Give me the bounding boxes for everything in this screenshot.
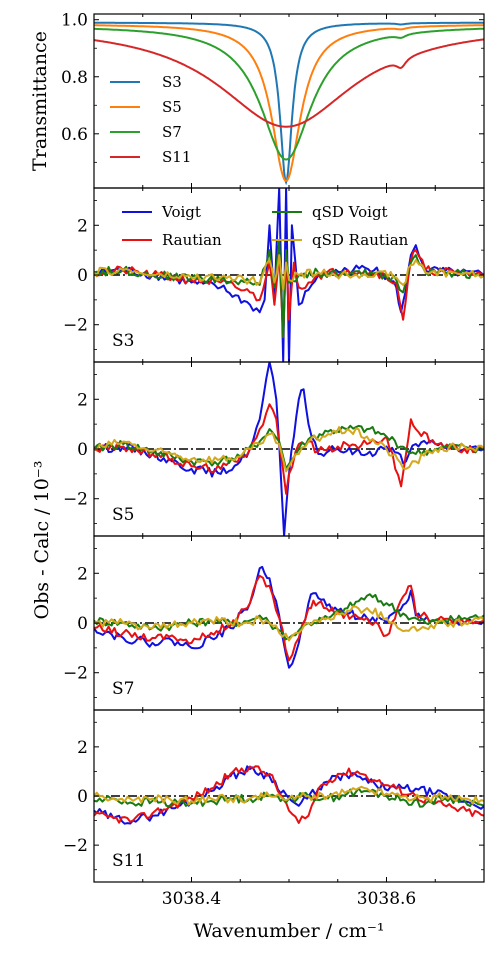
plot-area-4 xyxy=(94,765,484,825)
panel-S3: −2 0 2 S3 Voigt Rautian qSD Voigt qSD Rautian xyxy=(63,187,485,363)
ytick-label: −2 xyxy=(63,836,88,856)
panel-label-S5: S5 xyxy=(112,505,134,525)
x-axis-label: Wavenumber / cm⁻¹ xyxy=(194,920,385,942)
ytick-label: 1.0 xyxy=(61,11,88,31)
series-line-S5 xyxy=(94,24,484,183)
xtick-label: 3038.6 xyxy=(357,889,416,909)
legend-label-qSD-Voigt: qSD Voigt xyxy=(312,203,388,221)
ytick-label: −2 xyxy=(63,664,88,684)
panel-S7: −2 0 2 S7 xyxy=(63,535,485,711)
ytick-label: 0 xyxy=(77,440,88,460)
legend-label-Rautian: Rautian xyxy=(162,231,222,249)
series-line-qSD-Rautian xyxy=(94,254,484,291)
panel-label-S7: S7 xyxy=(112,679,134,699)
legend-label-S7: S7 xyxy=(162,123,182,141)
ytick-label: 2 xyxy=(77,738,88,758)
ytick-label: −2 xyxy=(63,490,88,510)
series-line-Voigt xyxy=(94,362,484,536)
series-line-qSD-Rautian xyxy=(94,785,484,806)
series-line-qSD-Rautian xyxy=(94,605,484,642)
panel-label-S3: S3 xyxy=(112,331,134,351)
series-line-S3 xyxy=(94,21,484,186)
plot-area-2 xyxy=(94,362,484,536)
series-line-Rautian xyxy=(94,765,484,824)
legend-label-qSD-Rautian: qSD Rautian xyxy=(312,231,409,249)
ytick-label: 2 xyxy=(77,216,88,236)
series-line-S11 xyxy=(94,38,484,128)
legend-label-S5: S5 xyxy=(162,98,182,116)
panel-label-S11: S11 xyxy=(112,851,145,871)
y-axis-label: Transmittance xyxy=(29,31,51,171)
ytick-label: 0 xyxy=(77,266,88,286)
ytick-label: 0.6 xyxy=(61,125,88,145)
series-line-Rautian xyxy=(94,574,484,662)
plot-area-3 xyxy=(94,565,484,669)
ytick-label: 2 xyxy=(77,564,88,584)
panel-S11: −2 0 2 3038.4 3038.6 Wavenumber / cm⁻¹ S11 xyxy=(63,709,485,942)
xtick-label: 3038.4 xyxy=(162,889,221,909)
plot-area-1 xyxy=(94,188,484,362)
ytick-label: 2 xyxy=(77,390,88,410)
panel-S5: −2 0 2 S5 xyxy=(63,361,485,537)
series-line-S7 xyxy=(94,27,484,161)
series-line-Voigt xyxy=(94,765,484,825)
legend-label-S11: S11 xyxy=(162,148,191,166)
legend-label-S3: S3 xyxy=(162,73,182,91)
series-line-qSD-Rautian xyxy=(94,426,484,473)
panel-transmittance: 0.6 0.8 1.0 Transmittance S3 S5 S7 S11 xyxy=(29,11,485,189)
ytick-label: 0 xyxy=(77,787,88,807)
ytick-label: 0 xyxy=(77,614,88,634)
legend-label-Voigt: Voigt xyxy=(161,203,201,221)
series-line-Voigt xyxy=(94,565,484,669)
series-line-qSD-Voigt xyxy=(94,593,484,641)
plot-area-0 xyxy=(94,21,484,186)
ytick-label: 0.8 xyxy=(61,68,88,88)
ytick-label: −2 xyxy=(63,316,88,336)
shared-ylabel: Obs - Calc / 10⁻³ xyxy=(31,461,53,620)
